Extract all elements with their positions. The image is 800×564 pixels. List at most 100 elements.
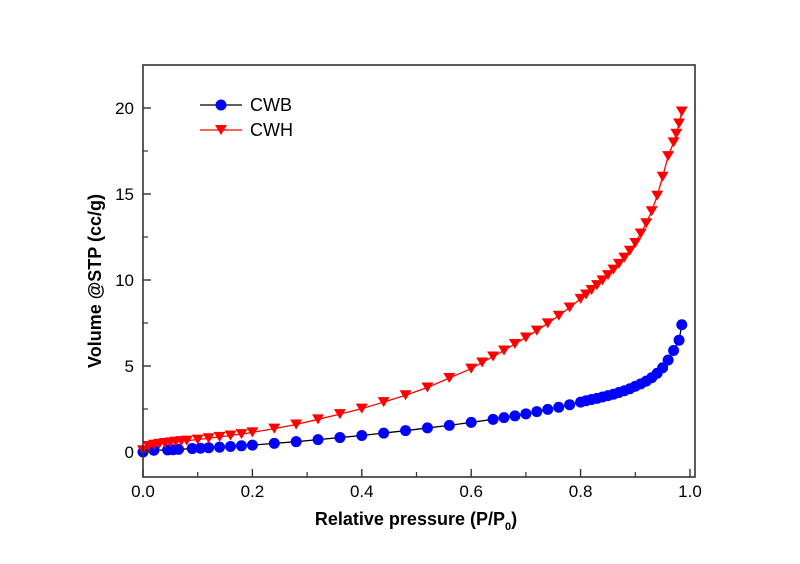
data-point-cwb — [673, 334, 685, 346]
data-point-cwh — [645, 206, 658, 217]
data-point-cwb — [443, 419, 455, 431]
y-tick-label: 20 — [115, 99, 134, 118]
y-axis: 0 5 10 15 20 — [115, 99, 151, 462]
data-point-cwh — [290, 419, 303, 430]
data-point-cwh — [623, 245, 636, 256]
data-point-cwh — [377, 397, 390, 408]
data-point-cwb — [173, 443, 185, 455]
data-point-cwb — [553, 401, 565, 413]
data-point-cwh — [498, 345, 511, 356]
data-point-cwb — [668, 345, 680, 357]
data-point-cwh — [574, 293, 587, 304]
data-point-cwb — [186, 443, 198, 455]
axes-frame — [142, 64, 696, 478]
data-point-cwh — [180, 435, 193, 446]
x-tick-label: 0.4 — [350, 482, 374, 501]
data-point-cwh — [596, 275, 609, 286]
x-axis-title-subscript: 0 — [505, 521, 511, 533]
x-tick-label: 1.0 — [678, 482, 702, 501]
data-point-cwh — [191, 434, 204, 445]
legend-label-cwb: CWB — [250, 95, 292, 115]
legend-item-cwb: CWB — [200, 95, 292, 115]
y-tick-label: 5 — [125, 357, 134, 376]
data-point-cwh — [235, 429, 248, 440]
legend-marker-cwb — [215, 99, 227, 111]
data-point-cwb — [225, 440, 237, 452]
data-point-cwh — [651, 190, 664, 201]
data-point-cwb — [487, 413, 499, 425]
data-point-cwh — [563, 302, 576, 313]
data-point-cwh — [585, 284, 598, 295]
data-point-cwb — [235, 440, 247, 452]
data-point-cwb — [542, 403, 554, 415]
data-point-cwb — [312, 434, 324, 446]
data-point-cwb — [421, 422, 433, 434]
data-point-cwb — [148, 444, 160, 456]
data-point-cwb — [400, 425, 412, 437]
data-point-cwh — [465, 363, 478, 374]
data-point-cwh — [202, 433, 215, 444]
data-point-cwh — [333, 409, 346, 420]
legend-item-cwh: CWH — [200, 120, 293, 140]
series-layer — [137, 106, 688, 458]
data-point-cwb — [194, 442, 206, 454]
data-point-cwh — [640, 218, 653, 229]
data-point-cwh — [530, 325, 543, 336]
data-point-cwb — [676, 319, 688, 331]
x-axis-title-close: ) — [511, 509, 517, 529]
data-point-cwh — [213, 431, 226, 442]
data-point-cwb — [509, 410, 521, 422]
series-cwh — [137, 106, 688, 456]
data-point-cwh — [541, 318, 554, 329]
data-point-cwb — [657, 362, 669, 374]
data-point-cwb — [246, 439, 258, 451]
data-point-cwh — [629, 238, 642, 249]
data-point-cwh — [355, 403, 368, 414]
x-axis-title-main: Relative pressure (P/P — [315, 509, 505, 529]
data-point-cwb — [378, 427, 390, 439]
data-point-cwb — [268, 437, 280, 449]
data-point-cwh — [246, 427, 259, 438]
data-point-cwh — [675, 106, 688, 117]
x-tick-label: 0.6 — [459, 482, 483, 501]
data-point-cwb — [356, 429, 368, 441]
data-point-cwh — [618, 252, 631, 263]
x-tick-label: 0.2 — [241, 482, 265, 501]
data-point-cwh — [591, 280, 604, 291]
data-point-cwb — [520, 408, 532, 420]
data-point-cwh — [670, 128, 683, 139]
x-axis-title: Relative pressure (P/P0) — [315, 509, 517, 533]
data-point-cwb — [214, 441, 226, 453]
data-point-cwh — [224, 430, 237, 441]
data-point-cwh — [399, 390, 412, 401]
x-tick-label: 0.0 — [131, 482, 155, 501]
y-tick-label: 10 — [115, 271, 134, 290]
data-point-cwb — [531, 406, 543, 418]
data-point-cwh — [662, 151, 675, 162]
y-tick-label: 15 — [115, 185, 134, 204]
data-point-cwb — [465, 416, 477, 428]
x-tick-label: 0.8 — [569, 482, 593, 501]
data-point-cwh — [607, 264, 620, 275]
data-point-cwh — [421, 382, 434, 393]
data-point-cwh — [268, 423, 281, 434]
legend: CWB CWH — [200, 95, 293, 140]
data-point-cwh — [487, 351, 500, 362]
legend-marker-cwh — [215, 125, 227, 135]
data-point-cwh — [508, 338, 521, 349]
y-tick-label: 0 — [125, 443, 134, 462]
data-point-cwh — [667, 137, 680, 148]
data-point-cwh — [552, 310, 565, 321]
data-point-cwh — [443, 373, 456, 384]
data-point-cwh — [612, 258, 625, 269]
x-axis: 0.0 0.2 0.4 0.6 0.8 1.0 — [131, 469, 702, 501]
data-point-cwh — [580, 289, 593, 300]
data-point-cwh — [476, 357, 489, 368]
data-point-cwh — [634, 228, 647, 239]
data-point-cwb — [290, 436, 302, 448]
data-point-cwh — [312, 414, 325, 425]
legend-label-cwh: CWH — [250, 120, 293, 140]
data-point-cwb — [334, 432, 346, 444]
data-point-cwb — [662, 354, 674, 366]
